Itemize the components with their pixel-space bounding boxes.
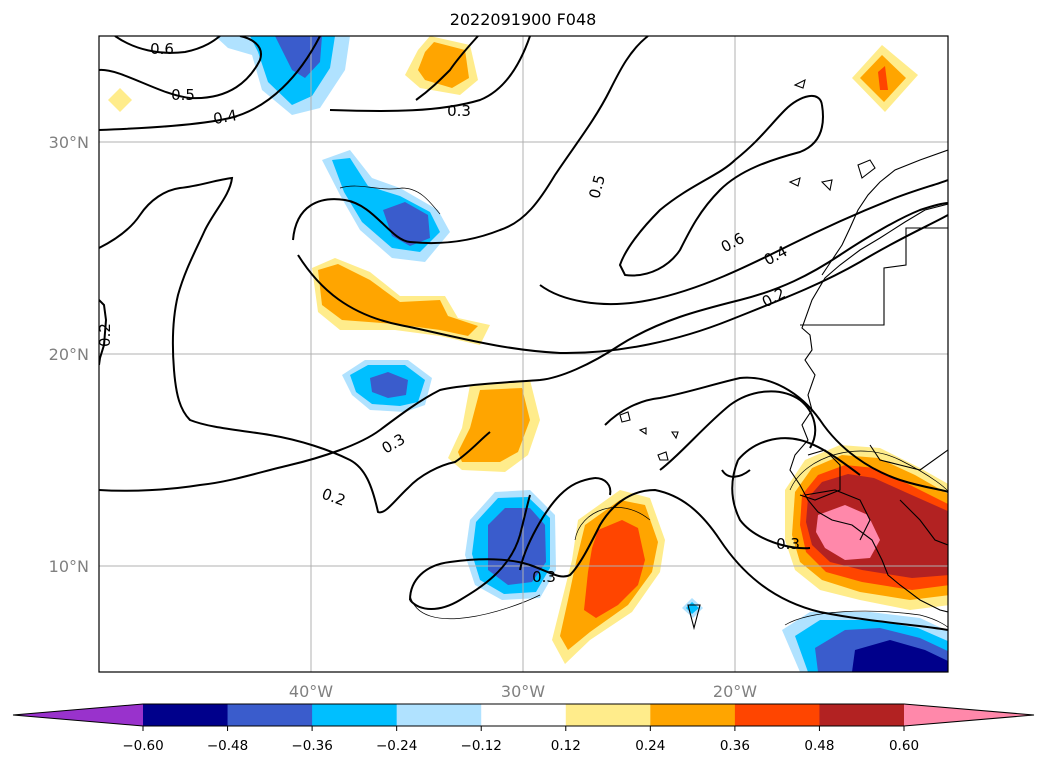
contour-label: 0.3 — [532, 568, 556, 586]
colorbar-extend-low — [13, 704, 143, 726]
lat-tick-labels: 30°N 20°N 10°N — [49, 133, 89, 576]
gridlines — [99, 36, 948, 672]
colorbar-segment — [227, 704, 313, 726]
contour-lines — [99, 36, 948, 631]
coastline — [619, 78, 948, 631]
shaded-anomaly-positive — [312, 258, 490, 345]
colorbar-segment — [819, 704, 905, 726]
contour-label: 0.5 — [585, 173, 609, 201]
contour-label: 0.4 — [212, 106, 239, 128]
contour-label: 0.2 — [96, 323, 114, 347]
shaded-anomaly-positive — [405, 36, 478, 95]
colorbar-tick-label: −0.48 — [207, 738, 248, 754]
colorbar-segment — [481, 704, 567, 726]
colorbar-segment — [565, 704, 651, 726]
colorbar: −0.60 −0.48 −0.36 −0.24 −0.12 0.12 0.24 0.36 0.4… — [12, 703, 1035, 754]
lat-tick-label: 10°N — [49, 557, 89, 576]
colorbar-tick-label: 0.60 — [889, 738, 919, 754]
colorbar-segment — [143, 704, 229, 726]
colorbar-segment — [650, 704, 736, 726]
colorbar-extend-high — [904, 704, 1034, 726]
colorbar-tick-label: −0.12 — [461, 738, 502, 754]
lon-tick-labels: 40°W 30°W 20°W — [289, 682, 757, 701]
contour-label: 0.3 — [447, 102, 471, 120]
lat-tick-label: 20°N — [49, 345, 89, 364]
shaded-anomaly-negative — [342, 360, 432, 412]
map-area: 0.6 0.5 0.4 0.3 0.5 0.6 0.4 0.2 0.2 0.3 … — [96, 36, 948, 672]
colorbar-tick-label: 0.24 — [635, 738, 665, 754]
shaded-anomaly-negative — [465, 490, 556, 600]
colorbar-segment — [312, 704, 398, 726]
map-frame — [98, 35, 949, 673]
contour-label: 0.3 — [776, 535, 800, 553]
contour-label: 0.6 — [150, 40, 174, 58]
lon-tick-label: 20°W — [713, 682, 757, 701]
shaded-anomaly-positive — [852, 45, 918, 112]
lon-tick-label: 40°W — [289, 682, 333, 701]
contour-label: 0.5 — [171, 86, 195, 104]
colorbar-tick-label: −0.60 — [122, 738, 163, 754]
shaded-anomaly-negative — [322, 150, 450, 262]
shaded-anomaly-negative — [215, 36, 350, 115]
colorbar-tick-label: 0.12 — [551, 738, 581, 754]
map-title: 2022091900 F048 — [450, 10, 597, 29]
colorbar-segment — [396, 704, 482, 726]
colorbar-tick-label: 0.48 — [804, 738, 834, 754]
colorbar-tick-label: −0.24 — [376, 738, 417, 754]
shaded-anomaly-positive — [552, 490, 665, 664]
colorbar-segment — [734, 704, 820, 726]
shaded-anomaly-negative — [782, 612, 948, 672]
lon-tick-label: 30°W — [501, 682, 545, 701]
shaded-anomaly-positive — [108, 88, 132, 112]
colorbar-tick-label: −0.36 — [291, 738, 332, 754]
colorbar-tick-label: 0.36 — [720, 738, 750, 754]
lat-tick-label: 30°N — [49, 133, 89, 152]
